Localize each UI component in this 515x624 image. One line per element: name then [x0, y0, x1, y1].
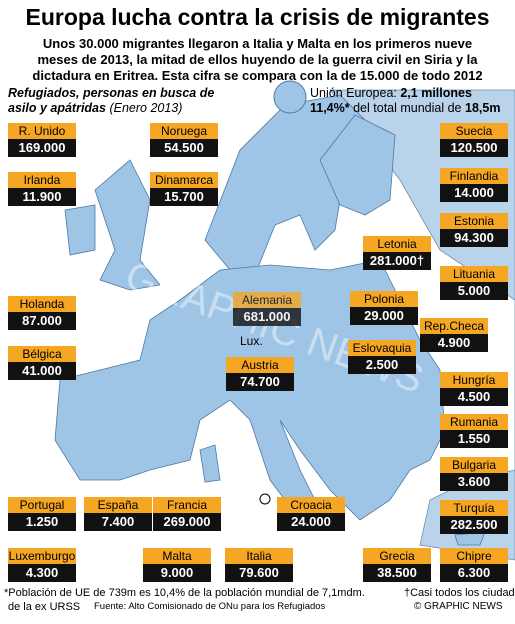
country-value: 87.000 — [8, 312, 76, 330]
country-name: Italia — [225, 548, 293, 564]
country-name: Alemania — [233, 292, 301, 308]
country-name: Rep.Checa — [420, 318, 488, 334]
country-name: Estonia — [440, 213, 508, 229]
country-name: Finlandia — [440, 168, 508, 184]
country-name: Noruega — [150, 123, 218, 139]
footnote: de la ex URSS — [8, 601, 81, 613]
country-name: Rumania — [440, 414, 508, 430]
country-value: 1.250 — [8, 513, 76, 531]
country-name: Hungría — [440, 372, 508, 388]
country-value: 7.400 — [84, 513, 152, 531]
country-name: Luxemburgo — [8, 548, 76, 564]
country-name: Turquía — [440, 500, 508, 516]
subtitle-line: meses de 2013, la mitad de ellos huyendo… — [37, 52, 478, 67]
country-value: 9.000 — [143, 564, 211, 582]
legend-share: 11,4%* — [310, 101, 350, 115]
country-value: 1.550 — [440, 430, 508, 448]
legend-heading-line: Refugiados, personas en busca de — [8, 86, 215, 100]
country-value: 94.300 — [440, 229, 508, 247]
country-value: 41.000 — [8, 362, 76, 380]
country-value: 2.500 — [348, 356, 416, 374]
subtitle-line: Unos 30.000 migrantes llegaron a Italia … — [42, 36, 473, 51]
country-name: Suecia — [440, 123, 508, 139]
legend-heading-line: asilo y apátridas — [8, 101, 106, 115]
country-value: 11.900 — [8, 188, 76, 206]
country-value: 4.900 — [420, 334, 488, 352]
malta-marker — [259, 493, 271, 505]
country-name: Lituania — [440, 266, 508, 282]
country-name: Croacia — [277, 497, 345, 513]
subtitle: Unos 30.000 migrantes llegaron a Italia … — [0, 36, 515, 84]
country-value: 24.000 — [277, 513, 345, 531]
legend-text: Unión Europea: 2,1 millones 11,4%* del t… — [310, 86, 500, 116]
credit: © GRAPHIC NEWS — [414, 601, 503, 612]
eu-land — [54, 94, 486, 546]
country-name: Polonia — [350, 291, 418, 307]
country-name: Francia — [153, 497, 221, 513]
country-name: Irlanda — [8, 172, 76, 188]
source: Fuente: Alto Comisionado de ONu para los… — [94, 601, 326, 612]
country-value: 5.000 — [440, 282, 508, 300]
country-name: R. Unido — [8, 123, 76, 139]
country-value: 269.000 — [153, 513, 221, 531]
footnote: †Casi todos los ciudadanos — [404, 587, 515, 599]
country-value: 6.300 — [440, 564, 508, 582]
country-name: Chipre — [440, 548, 508, 564]
legend-world: 18,5m — [465, 101, 501, 115]
country-name: Dinamarca — [150, 172, 218, 188]
subtitle-line: dictadura en Eritrea. Esta cifra se comp… — [32, 68, 483, 83]
country-value: 14.000 — [440, 184, 508, 202]
country-name: Bélgica — [8, 346, 76, 362]
country-value: 15.700 — [150, 188, 218, 206]
country-name: Holanda — [8, 296, 76, 312]
country-value: 4.500 — [440, 388, 508, 406]
legend-circle — [273, 80, 307, 114]
country-value: 29.000 — [350, 307, 418, 325]
country-value: 169.000 — [8, 139, 76, 157]
country-value: 4.300 — [8, 564, 76, 582]
country-value: 54.500 — [150, 139, 218, 157]
country-value: 281.000† — [363, 252, 431, 270]
country-name: Grecia — [363, 548, 431, 564]
country-name: Eslovaquia — [348, 340, 416, 356]
country-name: Austria — [226, 357, 294, 373]
legend-date: (Enero 2013) — [109, 101, 183, 115]
footnote: *Población de UE de 739m es 10,4% de la … — [4, 587, 365, 599]
country-value: 120.500 — [440, 139, 508, 157]
country-value: 282.500 — [440, 516, 508, 534]
lux-label: Lux. — [240, 334, 263, 348]
country-name: Bulgaria — [440, 457, 508, 473]
legend-heading: Refugiados, personas en busca de asilo y… — [8, 86, 214, 116]
legend-eu-label: Unión Europea: — [310, 86, 397, 100]
legend-share-text: del total mundial de — [353, 101, 462, 115]
title: Europa lucha contra la crisis de migrant… — [25, 4, 490, 30]
legend-eu-value: 2,1 millones — [400, 86, 472, 100]
country-value: 3.600 — [440, 473, 508, 491]
country-value: 79.600 — [225, 564, 293, 582]
country-name: Malta — [143, 548, 211, 564]
country-name: Letonia — [363, 236, 431, 252]
footer: *Población de UE de 739m es 10,4% de la … — [4, 586, 515, 614]
country-name: Portugal — [8, 497, 76, 513]
country-value: 38.500 — [363, 564, 431, 582]
country-value: 681.000 — [233, 308, 301, 326]
country-name: España — [84, 497, 152, 513]
country-value: 74.700 — [226, 373, 294, 391]
